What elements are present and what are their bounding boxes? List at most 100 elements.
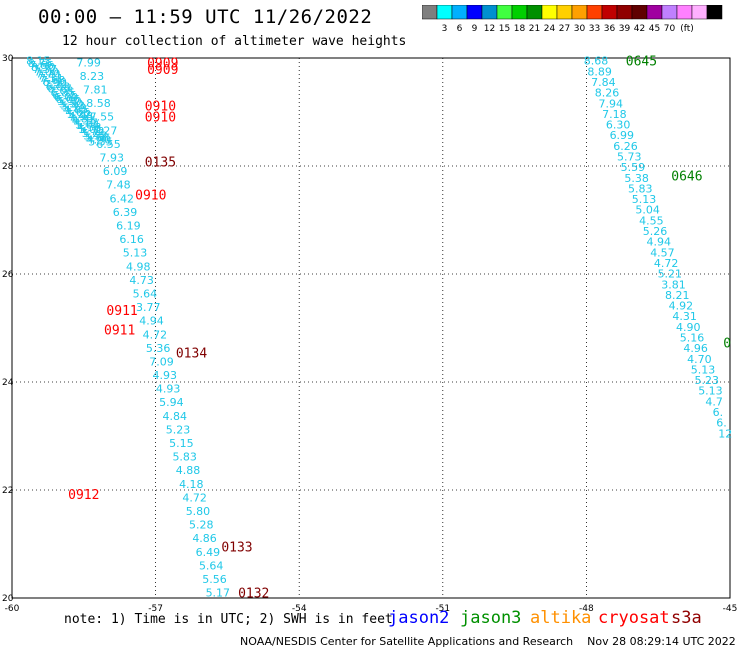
wave-height-value: 4.93 [153, 369, 178, 382]
pass-time-label: 0910 [135, 189, 166, 204]
pass-time-label: 0646 [671, 170, 702, 185]
wave-height-value: 5.52 [83, 129, 108, 142]
wave-height-value: 6.88 [46, 80, 71, 93]
wave-height-value: 8.50 [31, 61, 56, 74]
color-scale-legend: 3 6 9 12 15 18 21 24 27 30 33 36 39 42 45 70 (ft) [422, 5, 723, 34]
wave-height-value: 4.73 [129, 274, 154, 287]
wave-height-value: 4.81 [70, 112, 95, 125]
wave-height-value: 6. [716, 417, 727, 430]
wave-height-value: 5.13 [632, 193, 657, 206]
wave-height-value: 7.09 [149, 355, 174, 368]
y-tick-label: 24 [2, 378, 14, 388]
wave-height-value: 4.55 [639, 214, 664, 227]
pass-time-label: 0910 [145, 100, 176, 115]
wave-height-value: 4.96 [683, 342, 708, 355]
wave-height-value: 6.09 [54, 91, 79, 104]
color-scale-label: 36 [604, 24, 616, 34]
color-scale-label: 42 [634, 24, 645, 34]
wave-height-value: 5.50 [57, 95, 82, 108]
y-tick-label: 30 [2, 54, 14, 64]
wave-height-value: 4.98 [69, 110, 94, 123]
color-scale-label: 39 [619, 24, 631, 34]
wave-height-value: 7.18 [602, 108, 627, 121]
wave-height-value: 6.99 [610, 129, 635, 142]
wave-height-value: 4.7 [705, 395, 723, 408]
wave-height-value: 5.13 [691, 363, 716, 376]
wave-height-value: 4.58 [77, 121, 102, 134]
wave-height-value: 4.31 [672, 310, 697, 323]
footer-note: note: 1) Time is in UTC; 2) SWH is in fe… [64, 612, 393, 627]
pass-time-labels: 0909090909100910013509100911091101340912… [68, 55, 731, 602]
wave-height-value: 6.30 [606, 119, 631, 132]
wave-height-value: 5.28 [189, 519, 214, 532]
wave-height-value: 4.72 [182, 491, 207, 504]
wave-height-value: 6.42 [109, 192, 134, 205]
wave-height-value: 7.31 [39, 72, 64, 85]
wave-height-value: 5.80 [186, 505, 211, 518]
wave-height-value: 4.86 [192, 532, 217, 545]
wave-height-value: 6.77 [47, 82, 72, 95]
wave-height-value: 6.90 [42, 76, 67, 89]
wave-height-value: 5.83 [172, 451, 197, 464]
color-scale-label: 3 [442, 24, 448, 34]
wave-height-value: 5.21 [658, 268, 683, 281]
wave-height-value: 6.16 [119, 233, 144, 246]
pass-time-label: 0 [723, 337, 731, 352]
wave-height-value: 4.94 [139, 315, 164, 328]
wave-height-value: 5.59 [621, 161, 646, 174]
wave-height-value: 6.55 [96, 138, 121, 151]
x-tick-label: -54 [292, 604, 307, 614]
pass-time-label: 0911 [104, 324, 135, 339]
wave-height-value: 8.26 [595, 87, 620, 100]
wave-height-value: 5.13 [123, 247, 148, 260]
pass-time-label: 0909 [147, 56, 178, 71]
wave-height-value: 8.68 [584, 55, 609, 68]
wave-height-value: 5.29 [62, 102, 87, 115]
color-scale-label: 6 [457, 24, 463, 34]
wave-height-value: 4.72 [143, 328, 168, 341]
map-grid [11, 57, 731, 599]
y-tick-label: 28 [2, 162, 14, 172]
color-scale-label: 18 [514, 24, 526, 34]
wave-height-value: 7.94 [598, 97, 623, 110]
altimeter-tracks: 8.158.767.668.507.377.007.707.417.317.68… [26, 55, 732, 600]
color-scale-unit: (ft) [680, 24, 694, 34]
wave-height-value: 5.83 [628, 182, 653, 195]
pass-time-label: 0910 [145, 110, 176, 125]
x-tick-label: -57 [148, 604, 163, 614]
wave-height-value: 7.99 [76, 56, 101, 69]
wave-height-value: 5.55 [88, 136, 113, 149]
wave-height-value: 4.90 [676, 321, 701, 334]
pass-time-label: 0909 [147, 63, 178, 78]
wave-height-value: 5.64 [199, 559, 224, 572]
satellite-jason3: jason3 [460, 608, 522, 628]
wave-height-value: 8.23 [80, 70, 105, 83]
wave-height-value: 4.18 [179, 478, 204, 491]
wave-height-value: 6.09 [103, 165, 128, 178]
wave-height-value: 7.37 [33, 63, 58, 76]
wave-height-value: 4.85 [64, 104, 89, 117]
pass-time-label: 0135 [145, 156, 176, 171]
wave-height-value: 3.77 [136, 301, 161, 314]
wave-height-value: 7.81 [83, 84, 108, 97]
map-subtitle: 12 hour collection of altimeter wave hei… [62, 34, 407, 49]
wave-height-value: 6.06 [56, 93, 81, 106]
pass-time-label: 0912 [68, 488, 99, 503]
wave-height-value: 7.21 [44, 78, 69, 91]
wave-height-value: 5.23 [695, 374, 720, 387]
pass-time-label: 0645 [626, 55, 657, 70]
wave-height-value: 4.88 [176, 464, 201, 477]
wave-height-value: 5.13 [698, 385, 723, 398]
wave-height-value: 7.84 [591, 76, 616, 89]
wave-height-value: 6.85 [51, 87, 76, 100]
wave-height-value: 5.16 [680, 331, 705, 344]
satellite-cryosat: cryosat [598, 608, 670, 628]
wave-height-value: 5.01 [78, 123, 103, 136]
wave-height-value: 5.64 [133, 287, 158, 300]
color-scale-label: 27 [559, 24, 570, 34]
color-scale-label: 12 [484, 24, 495, 34]
wave-height-value: 5.22 [67, 108, 92, 121]
wave-height-value: 6.39 [113, 206, 138, 219]
pass-time-label: 0911 [106, 304, 137, 319]
wave-height-value: 8.76 [28, 57, 53, 70]
